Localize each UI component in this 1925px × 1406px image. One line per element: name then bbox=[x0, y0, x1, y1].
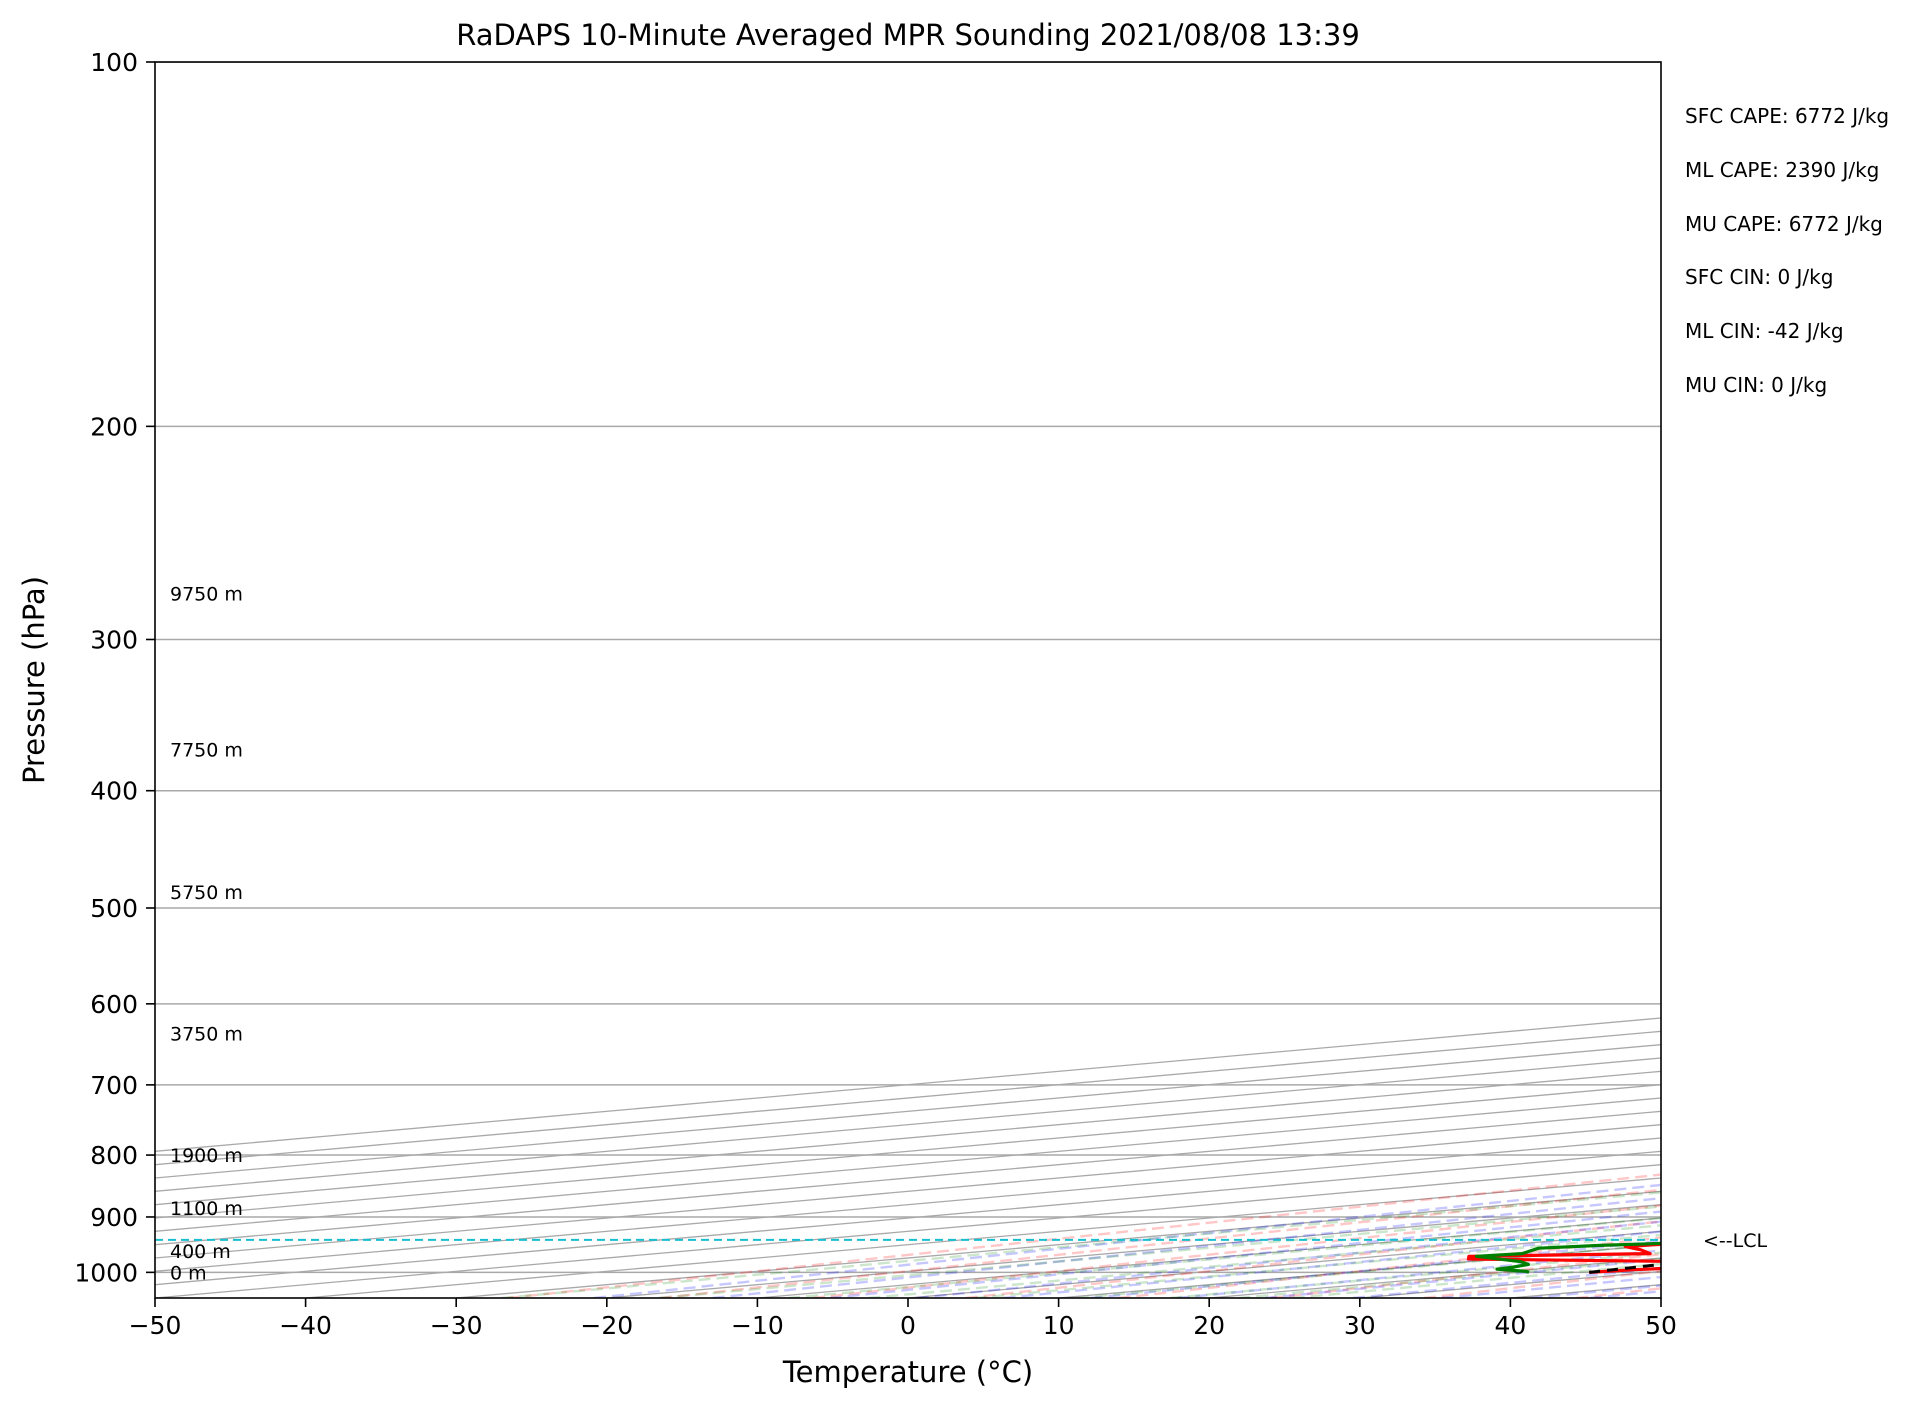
x-tick-label: 30 bbox=[1344, 1311, 1376, 1340]
y-tick-label: 800 bbox=[90, 1141, 138, 1170]
mixing-ratio-line bbox=[974, 1233, 1661, 1298]
x-tick-label: 0 bbox=[900, 1311, 916, 1340]
y-tick-label: 600 bbox=[90, 990, 138, 1019]
stability-indices: SFC CAPE: 6772 J/kg ML CAPE: 2390 J/kg M… bbox=[1685, 104, 1889, 427]
sfc-cape-text: SFC CAPE: 6772 J/kg bbox=[1685, 104, 1890, 128]
moist-adiabat-line bbox=[829, 1210, 1661, 1298]
isotherm-line bbox=[155, 1030, 1661, 1166]
lcl-label: <--LCL bbox=[1703, 1230, 1767, 1252]
dewpoint-line bbox=[1474, 1241, 1661, 1274]
ml-cape-text: ML CAPE: 2390 J/kg bbox=[1685, 157, 1880, 182]
x-tick-label: 10 bbox=[1043, 1311, 1075, 1340]
chart-title: RaDAPS 10-Minute Averaged MPR Sounding 2… bbox=[456, 18, 1360, 52]
height-label: 9750 m bbox=[170, 584, 243, 606]
temperature-line bbox=[1466, 1242, 1661, 1274]
y-axis-label: Pressure (hPa) bbox=[17, 576, 51, 784]
isotherm-line bbox=[155, 1150, 1661, 1286]
x-tick-label: −20 bbox=[580, 1311, 633, 1340]
y-tick-label: 100 bbox=[90, 48, 138, 77]
mu-cin-text: MU CIN: 0 J/kg bbox=[1685, 372, 1828, 397]
isotherm-line bbox=[155, 1097, 1661, 1232]
height-label: 5750 m bbox=[170, 882, 243, 904]
plot-grid bbox=[155, 62, 1661, 1298]
x-tick-label: −30 bbox=[430, 1311, 483, 1340]
moist-adiabat-line bbox=[712, 1196, 1661, 1298]
parcel-path-line bbox=[1589, 1262, 1661, 1274]
x-tick-label: 50 bbox=[1645, 1311, 1677, 1340]
dry-adiabat-line bbox=[660, 1188, 1661, 1298]
height-label: 1100 m bbox=[170, 1198, 243, 1220]
isotherm-line bbox=[155, 1057, 1661, 1192]
y-tick-label: 1000 bbox=[74, 1258, 138, 1287]
y-tick-label: 300 bbox=[90, 625, 138, 654]
height-label: 3750 m bbox=[170, 1024, 243, 1046]
x-tick-label: 40 bbox=[1494, 1311, 1526, 1340]
sfc-cin-text: SFC CIN: 0 J/kg bbox=[1685, 265, 1834, 290]
x-tick-label: 20 bbox=[1193, 1311, 1225, 1340]
sounding-lines bbox=[1466, 1241, 1661, 1274]
isotherm-line bbox=[155, 1124, 1661, 1259]
isotherm-line bbox=[155, 1084, 1661, 1219]
height-label: 7750 m bbox=[170, 740, 243, 762]
y-tick-label: 900 bbox=[90, 1203, 138, 1232]
x-tick-label: −50 bbox=[129, 1311, 182, 1340]
height-label: 0 m bbox=[170, 1262, 207, 1284]
ml-cin-text: ML CIN: -42 J/kg bbox=[1685, 319, 1844, 344]
y-tick-label: 700 bbox=[90, 1071, 138, 1100]
height-label: 1900 m bbox=[170, 1145, 243, 1167]
x-tick-label: −40 bbox=[279, 1311, 332, 1340]
moist-adiabat-line bbox=[593, 1183, 1661, 1298]
x-axis-label: Temperature (°C) bbox=[782, 1355, 1033, 1389]
mixing-ratio-line bbox=[868, 1224, 1661, 1298]
mixing-ratio-line bbox=[658, 1205, 1661, 1298]
plot-frame bbox=[154, 61, 1662, 1299]
mu-cape-text: MU CAPE: 6772 J/kg bbox=[1685, 211, 1883, 236]
y-tick-label: 200 bbox=[90, 412, 138, 441]
isotherm-line bbox=[155, 1110, 1661, 1246]
y-tick-label: 400 bbox=[90, 777, 138, 806]
height-label: 400 m bbox=[170, 1241, 231, 1263]
isotherm-line bbox=[155, 1044, 1661, 1179]
isotherm-line bbox=[155, 1137, 1661, 1272]
isotherm-line bbox=[155, 1017, 1661, 1152]
isotherm-line bbox=[305, 1177, 1661, 1298]
isotherm-line bbox=[155, 1070, 1661, 1206]
x-tick-label: −10 bbox=[731, 1311, 784, 1340]
y-tick-label: 500 bbox=[90, 894, 138, 923]
